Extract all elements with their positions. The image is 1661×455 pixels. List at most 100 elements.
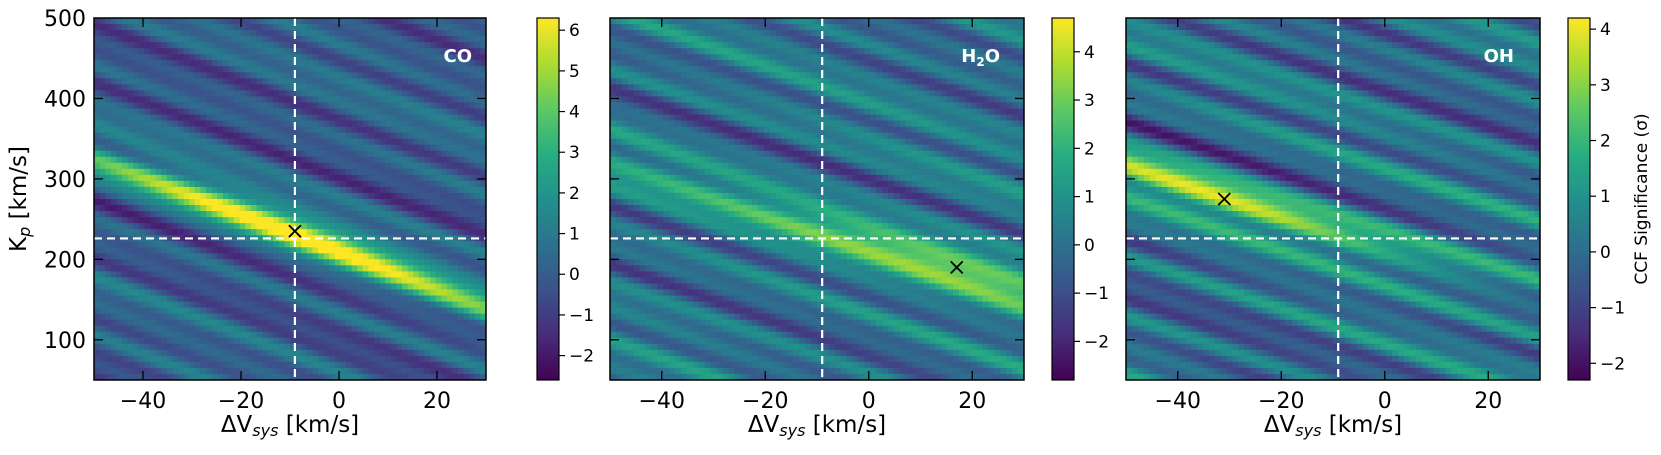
heatmap-cell <box>144 192 151 200</box>
heatmap-cell <box>94 90 101 98</box>
heatmap-cell <box>217 319 224 327</box>
heatmap-cell <box>396 337 403 345</box>
heatmap-cell <box>746 72 753 79</box>
heatmap-cell <box>133 72 140 79</box>
heatmap-cell <box>413 180 420 188</box>
heatmap-cell <box>407 319 414 327</box>
heatmap-cell <box>273 217 280 224</box>
heatmap-cell <box>407 150 414 158</box>
heatmap-cell <box>675 60 682 67</box>
heatmap-cell <box>166 361 173 369</box>
heatmap-cell <box>144 301 151 309</box>
heatmap-cell <box>245 337 252 345</box>
heatmap-cell <box>150 283 157 291</box>
heatmap-cell <box>245 78 252 85</box>
heatmap-cell <box>155 18 162 25</box>
heatmap-cell <box>368 247 375 254</box>
heatmap-cell <box>1000 66 1007 73</box>
heatmap-cell <box>110 42 117 49</box>
heatmap-cell <box>222 319 229 327</box>
heatmap-cell <box>402 186 409 194</box>
heatmap-cell <box>357 259 364 266</box>
heatmap-cell <box>418 36 425 43</box>
heatmap-cell <box>329 78 336 85</box>
heatmap-cell <box>334 78 341 85</box>
heatmap-cell <box>222 192 229 200</box>
heatmap-cell <box>189 343 196 351</box>
heatmap-cell <box>200 241 207 248</box>
heatmap-cell <box>435 150 442 158</box>
heatmap-cell <box>346 295 353 303</box>
heatmap-cell <box>340 150 347 158</box>
heatmap-cell <box>692 72 700 79</box>
heatmap-cell <box>390 60 397 67</box>
heatmap-cell <box>234 96 241 104</box>
heatmap-cell <box>418 132 425 140</box>
heatmap-cell <box>234 247 241 254</box>
x-tick-label: −40 <box>120 389 166 414</box>
heatmap-cell <box>680 18 688 25</box>
heatmap-cell <box>351 120 358 128</box>
heatmap-cell <box>390 90 397 98</box>
heatmap-cell <box>846 48 854 55</box>
heatmap-cell <box>680 36 688 43</box>
heatmap-cell <box>222 367 229 375</box>
heatmap-cell <box>278 78 285 85</box>
heatmap-cell <box>295 132 302 140</box>
heatmap-cell <box>122 229 129 236</box>
heatmap-cell <box>122 349 129 357</box>
heatmap-cell <box>458 90 465 98</box>
heatmap-cell <box>250 72 257 79</box>
heatmap-cell <box>976 72 984 79</box>
heatmap-cell <box>716 36 723 43</box>
heatmap-cell <box>290 42 297 49</box>
heatmap-cell <box>189 277 196 285</box>
heatmap-cell <box>262 211 269 218</box>
heatmap-cell <box>480 289 486 297</box>
heatmap-cell <box>127 114 134 122</box>
heatmap-cell <box>396 205 403 212</box>
heatmap-cell <box>273 295 280 303</box>
heatmap-cell <box>284 247 291 254</box>
heatmap-cell <box>351 78 358 85</box>
heatmap-cell <box>312 259 319 266</box>
heatmap-cell <box>166 313 173 321</box>
heatmap-cell <box>116 126 123 134</box>
heatmap-cell <box>105 192 112 200</box>
heatmap-cell <box>99 307 106 315</box>
heatmap-cell <box>161 18 168 25</box>
heatmap-cell <box>312 343 319 351</box>
heatmap-cell <box>669 72 676 79</box>
heatmap-cell <box>852 72 859 79</box>
heatmap-cell <box>284 162 291 170</box>
colorbar-tick-label: 4 <box>569 103 580 123</box>
heatmap-cell <box>318 108 325 116</box>
heatmap-cell <box>390 138 397 146</box>
heatmap-cell <box>301 205 308 212</box>
heatmap-cell <box>183 367 190 375</box>
heatmap-cell <box>385 36 392 43</box>
heatmap-cell <box>418 186 425 194</box>
heatmap-cell <box>402 265 409 272</box>
heatmap-cell <box>239 355 246 363</box>
heatmap-cell <box>346 289 353 297</box>
heatmap-cell <box>418 259 425 266</box>
heatmap-cell <box>105 241 112 248</box>
heatmap-cell <box>206 367 213 375</box>
heatmap-cell <box>351 265 358 272</box>
heatmap-cell <box>817 72 824 79</box>
heatmap-cell <box>290 199 297 206</box>
heatmap-cell <box>122 78 129 85</box>
heatmap-cell <box>413 289 420 297</box>
heatmap-cell <box>424 229 431 236</box>
heatmap-cell <box>757 60 765 67</box>
heatmap-cell <box>284 307 291 315</box>
heatmap-cell <box>178 325 185 333</box>
heatmap-cell <box>278 367 285 375</box>
heatmap-cell <box>278 229 285 236</box>
heatmap-cell <box>234 325 241 333</box>
heatmap-cell <box>245 307 252 315</box>
heatmap-cell <box>781 42 789 49</box>
heatmap-cell <box>893 24 901 31</box>
heatmap-cell <box>385 253 392 260</box>
